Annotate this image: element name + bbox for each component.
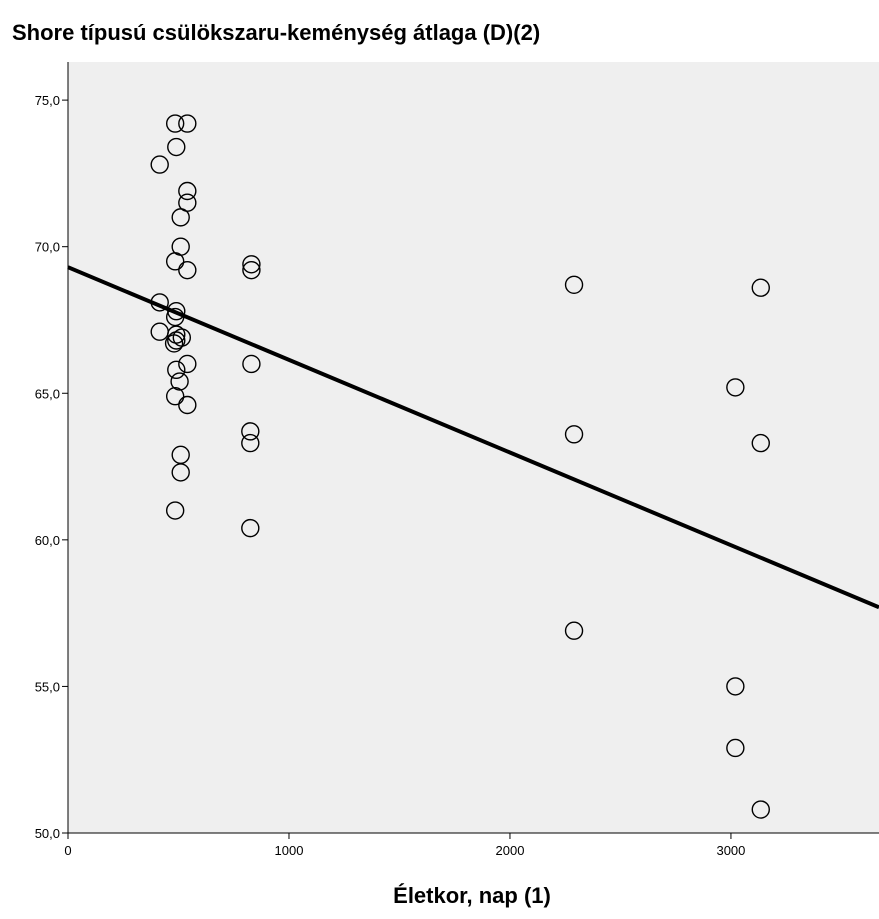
data-point	[241, 422, 260, 441]
data-point	[564, 425, 584, 444]
data-point	[178, 354, 197, 374]
data-point	[564, 275, 584, 294]
x-tick-label: 3000	[716, 843, 745, 858]
x-tick-label: 2000	[496, 843, 525, 858]
data-point	[241, 433, 260, 453]
data-point	[726, 677, 745, 696]
y-tick-label: 75,0	[35, 93, 60, 108]
data-point	[726, 738, 745, 758]
data-point	[242, 255, 261, 274]
x-tick-label: 0	[64, 843, 71, 858]
y-tick-label: 55,0	[35, 679, 60, 694]
x-axis-label: Életkor, nap (1)	[393, 883, 551, 908]
data-points	[150, 114, 770, 819]
y-axis: 50,0 55,0 60,0 65,0 70,0 75,0	[35, 93, 68, 841]
data-point	[178, 260, 197, 280]
y-tick-label: 65,0	[35, 386, 60, 401]
data-point	[165, 114, 185, 133]
chart-title: Shore típusú csülökszaru-keménység átlag…	[12, 20, 540, 45]
data-point	[751, 278, 770, 297]
data-point	[171, 463, 190, 482]
fit-line	[67, 265, 879, 610]
data-point	[751, 800, 770, 819]
y-tick-label: 60,0	[35, 533, 60, 548]
data-point	[178, 181, 197, 201]
y-tick-label: 70,0	[35, 240, 60, 255]
data-point	[178, 114, 197, 133]
data-point	[171, 208, 190, 227]
data-point	[165, 501, 185, 520]
data-point	[167, 137, 186, 157]
data-point	[178, 395, 197, 415]
y-tick-label: 50,0	[35, 826, 60, 841]
data-point	[165, 386, 185, 406]
data-point	[150, 155, 169, 174]
data-point	[241, 518, 260, 538]
data-point	[150, 293, 169, 312]
data-point	[751, 433, 770, 453]
plot-area	[68, 62, 879, 833]
data-point	[242, 260, 261, 280]
data-point	[564, 621, 584, 640]
data-point	[165, 252, 185, 271]
x-axis: 0 1000 2000 3000	[64, 833, 745, 858]
data-point	[726, 378, 745, 397]
data-point	[167, 360, 186, 380]
data-point	[170, 372, 189, 391]
data-point	[242, 354, 261, 374]
data-point	[167, 301, 186, 321]
x-tick-label: 1000	[275, 843, 304, 858]
data-point	[167, 331, 186, 350]
data-point	[164, 334, 184, 353]
